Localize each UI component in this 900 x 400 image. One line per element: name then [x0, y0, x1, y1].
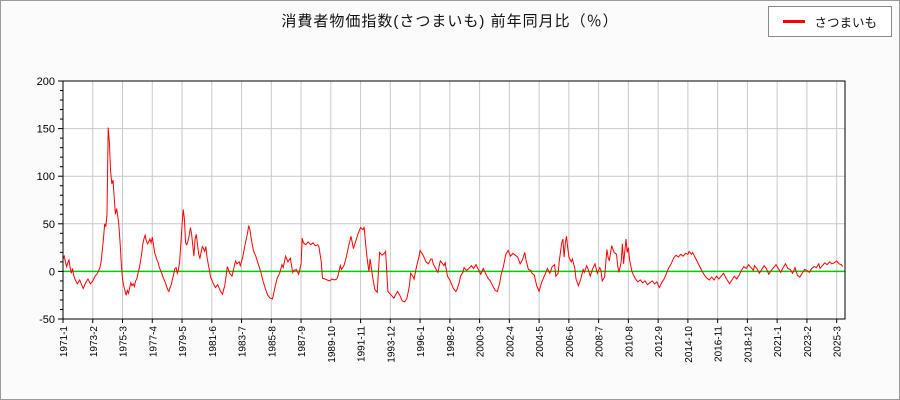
x-tick-label: 2004-5 — [535, 326, 546, 358]
legend: さつまいも — [768, 6, 892, 37]
x-tick-label: 1973-2 — [89, 326, 100, 358]
x-tick-label: 1985-8 — [267, 326, 278, 358]
x-tick-label: 2008-7 — [595, 326, 606, 358]
y-tick-label: -50 — [39, 314, 55, 326]
x-tick-label: 1977-4 — [148, 326, 159, 358]
x-tick-label: 1998-2 — [446, 326, 457, 358]
x-tick-label: 1983-7 — [238, 326, 249, 358]
x-tick-label: 2010-8 — [624, 326, 635, 358]
x-tick-label: 2016-11 — [714, 326, 725, 362]
y-tick-label: 0 — [49, 266, 55, 278]
chart-title: 消費者物価指数(さつまいも) 前年同月比（％） — [281, 13, 619, 30]
x-tick-label: 1989-10 — [327, 326, 338, 363]
x-tick-label: 1996-1 — [416, 326, 427, 358]
x-tick-label: 1971-1 — [59, 326, 70, 358]
x-tick-label: 2006-6 — [565, 326, 576, 358]
x-tick-label: 2023-2 — [803, 326, 814, 358]
x-tick-label: 2021-1 — [773, 326, 784, 358]
y-tick-label: 150 — [37, 124, 55, 136]
x-tick-label: 2002-4 — [505, 326, 516, 358]
x-tick-label: 1987-9 — [297, 326, 308, 358]
y-tick-label: 100 — [37, 171, 55, 183]
legend-label: さつまいも — [814, 16, 877, 30]
series-line — [62, 127, 844, 303]
plot-border — [62, 80, 846, 320]
plot-area — [63, 81, 845, 319]
x-tick-label: 2014-10 — [684, 326, 695, 363]
x-tick-label: 2012-9 — [654, 326, 665, 358]
x-tick-label: 2000-3 — [476, 326, 487, 358]
x-tick-label: 1981-6 — [208, 326, 219, 358]
x-tick-label: 1993-12 — [386, 326, 397, 363]
y-tick-label: 50 — [43, 219, 55, 231]
legend-line-swatch — [783, 20, 806, 23]
x-tick-label: 2018-12 — [743, 326, 754, 363]
x-tick-label: 1979-5 — [178, 326, 189, 358]
x-tick-label: 1975-3 — [119, 326, 130, 358]
x-tick-label: 2025-3 — [833, 326, 844, 358]
y-tick-label: 200 — [37, 76, 55, 88]
x-tick-label: 1991-11 — [357, 326, 368, 362]
